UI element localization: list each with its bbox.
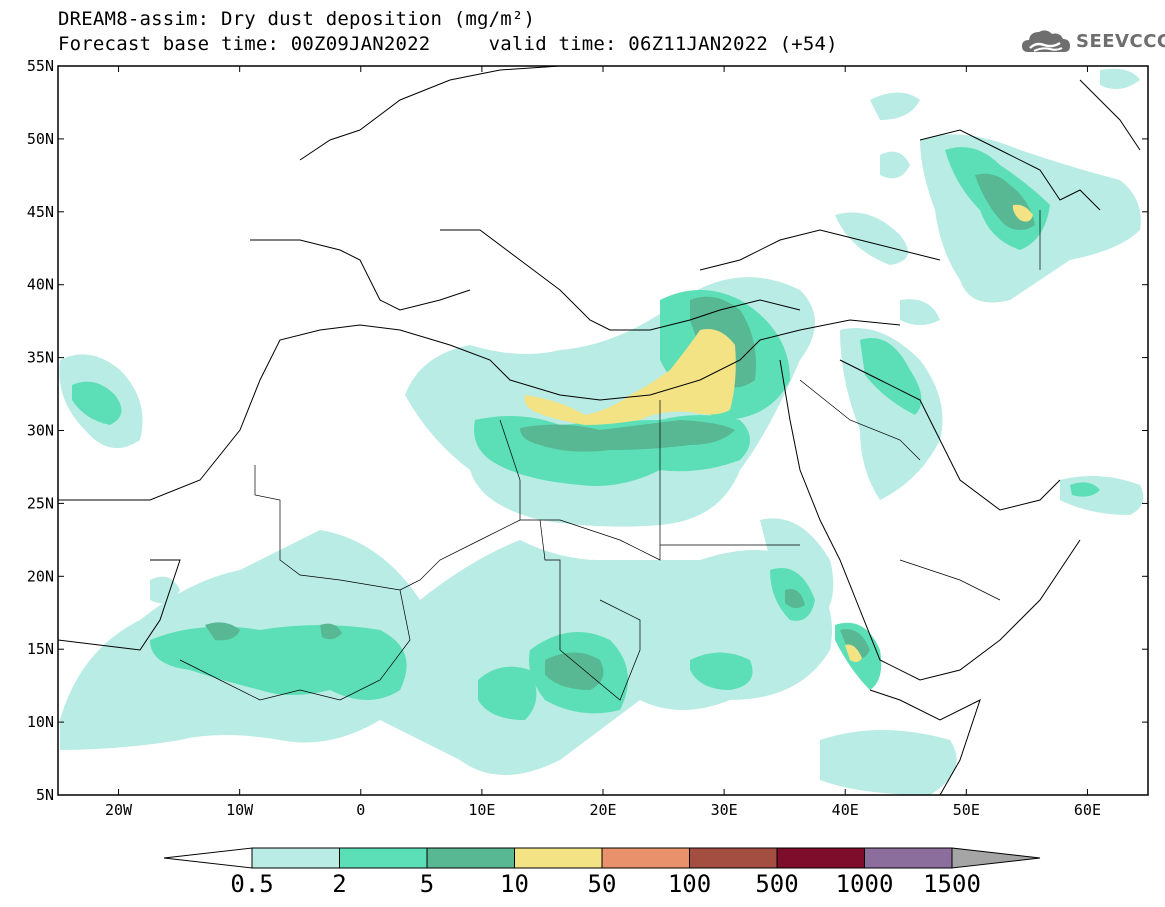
lat-tick-label: 40N	[27, 276, 54, 294]
brand-logo: SEEVCCC	[1020, 26, 1165, 56]
lat-tick-label: 25N	[27, 494, 54, 512]
colorbar-segment	[601, 847, 690, 869]
colorbar-level-label: 1500	[923, 870, 981, 898]
lon-tick-label: 20E	[589, 801, 616, 819]
lat-tick-label: 5N	[36, 786, 54, 804]
latitude-ticks: 5N 10N 15N 20N 25N 30N 35N 40N 45N 50N 55N	[27, 57, 1148, 804]
lon-tick-label: 10E	[468, 801, 495, 819]
colorbar-level-label: 500	[755, 870, 798, 898]
colorbar-segment	[339, 847, 428, 869]
lon-tick-label: 10W	[226, 801, 254, 819]
lon-tick-label: 40E	[832, 801, 859, 819]
lat-tick-label: 20N	[27, 567, 54, 585]
colorbar-segment	[514, 847, 603, 869]
lon-tick-label: 30E	[711, 801, 738, 819]
lat-tick-label: 30N	[27, 422, 54, 440]
colorbar-level-label: 5	[420, 870, 434, 898]
longitude-ticks: 20W 10W 0 10E 20E 30E 40E 50E 60E	[105, 66, 1101, 819]
lon-tick-label: 60E	[1074, 801, 1101, 819]
brand-name: SEEVCCC	[1076, 30, 1165, 52]
colorbar-level-label: 50	[588, 870, 617, 898]
map-title: DREAM8-assim: Dry dust deposition (mg/m²…	[58, 8, 536, 30]
lon-tick-label: 0	[356, 801, 365, 819]
coastlines-borders	[58, 66, 1141, 795]
colorbar-under-triangle	[163, 847, 253, 869]
colorbar-level-label: 0.5	[230, 870, 273, 898]
deposition-shading	[59, 68, 1144, 795]
colorbar-segment	[689, 847, 778, 869]
lat-tick-label: 15N	[27, 640, 54, 658]
colorbar-level-label: 2	[332, 870, 346, 898]
colorbar-level-label: 10	[500, 870, 529, 898]
colorbar-segment	[251, 847, 340, 869]
lat-tick-label: 45N	[27, 203, 54, 221]
colorbar-segment	[864, 847, 953, 869]
colorbar-level-label: 1000	[836, 870, 894, 898]
cloud-logo-icon	[1022, 30, 1070, 52]
country-borders	[179, 210, 1041, 701]
colorbar-over-triangle	[951, 847, 1041, 869]
colorbar: 0.5 2 5 10 50 100 500 1000 1500	[163, 847, 1041, 898]
lon-tick-label: 50E	[953, 801, 980, 819]
lon-tick-label: 20W	[105, 801, 133, 819]
colorbar-segment	[426, 847, 515, 869]
lat-tick-label: 55N	[27, 57, 54, 75]
colorbar-level-label: 100	[668, 870, 711, 898]
lat-tick-label: 35N	[27, 349, 54, 367]
colorbar-segment	[776, 847, 865, 869]
lat-tick-label: 10N	[27, 713, 54, 731]
lat-tick-label: 50N	[27, 130, 54, 148]
forecast-time-line: Forecast base time: 00Z09JAN2022 valid t…	[58, 33, 838, 55]
